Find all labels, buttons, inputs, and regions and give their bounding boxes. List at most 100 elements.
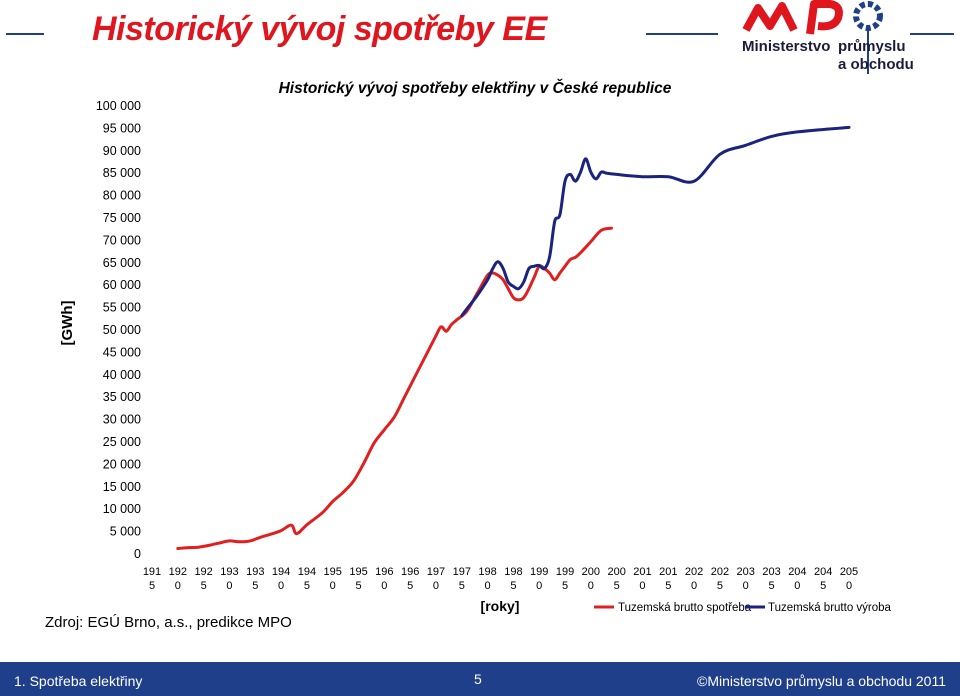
x-tick-label: 202 <box>711 566 729 578</box>
x-tick-label-digit: 0 <box>278 580 284 592</box>
legend: Tuzemská brutto spotřeba Tuzemská brutto… <box>594 602 892 614</box>
y-tick-label: 20 000 <box>103 457 141 471</box>
y-axis-label: [GWh] <box>59 301 76 346</box>
x-tick-label-digit: 5 <box>407 580 413 592</box>
x-tick-label: 193 <box>246 566 264 578</box>
logo-word-trade: a obchodu <box>838 56 914 73</box>
y-tick-label: 35 000 <box>103 390 141 404</box>
mpo-logo <box>742 0 883 74</box>
y-tick-label: 75 000 <box>103 211 141 225</box>
x-tick-label-digit: 0 <box>846 580 852 592</box>
x-tick-label-digit: 5 <box>201 580 207 592</box>
x-tick-label: 197 <box>453 566 471 578</box>
x-tick-label: 192 <box>169 566 187 578</box>
footer-bar: 1. Spotřeba elektřiny 5 ©Ministerstvo pr… <box>0 662 960 696</box>
y-tick-label: 55 000 <box>103 301 141 315</box>
x-tick-label-digit: 5 <box>459 580 465 592</box>
y-tick-label: 25 000 <box>103 435 141 449</box>
x-tick-label-digit: 5 <box>768 580 774 592</box>
x-tick-label: 191 <box>143 566 161 578</box>
header-rule-mid <box>646 33 718 35</box>
x-tick-label: 198 <box>504 566 522 578</box>
y-tick-label: 15 000 <box>103 480 141 494</box>
x-tick-label-digit: 0 <box>743 580 749 592</box>
x-tick-label: 199 <box>556 566 574 578</box>
x-axis-label: [roky] <box>481 598 520 614</box>
y-tick-label: 5 000 <box>110 525 141 539</box>
x-tick-label: 195 <box>324 566 342 578</box>
x-tick-label: 194 <box>272 566 290 578</box>
x-tick-label-digit: 5 <box>562 580 568 592</box>
x-tick-label-digit: 0 <box>226 580 232 592</box>
chart-title: Historický vývoj spotřeby elektřiny v Če… <box>279 79 672 97</box>
x-tick-label-digit: 0 <box>381 580 387 592</box>
y-tick-label: 80 000 <box>103 189 141 203</box>
y-tick-label: 95 000 <box>103 121 141 135</box>
x-tick-label-digit: 5 <box>820 580 826 592</box>
x-tick-label: 201 <box>659 566 677 578</box>
x-tick-label-digit: 0 <box>433 580 439 592</box>
footer-page-number: 5 <box>474 671 482 687</box>
y-tick-label: 90 000 <box>103 144 141 158</box>
x-tick-label: 194 <box>298 566 316 578</box>
logo-gear-icon <box>853 1 883 31</box>
x-tick-label-digit: 5 <box>149 580 155 592</box>
series-line-production <box>460 125 851 318</box>
x-tick-label-digit: 0 <box>588 580 594 592</box>
x-axis-ticks: 191 5 192 0 192 5 193 0 193 5 194 0 194 5 195 0 195 5 196 0… <box>143 566 858 592</box>
series-lines <box>176 125 851 550</box>
x-tick-label: 195 <box>349 566 367 578</box>
x-tick-label-digit: 5 <box>665 580 671 592</box>
x-tick-label: 200 <box>607 566 625 578</box>
x-tick-label: 203 <box>762 566 780 578</box>
header-rule-right <box>910 33 954 35</box>
y-tick-label: 40 000 <box>103 368 141 382</box>
series-line-consumption <box>176 226 613 550</box>
x-tick-label-digit: 0 <box>536 580 542 592</box>
x-tick-label: 204 <box>814 566 832 578</box>
legend-label-production: Tuzemská brutto výroba <box>768 602 892 614</box>
x-tick-label: 201 <box>633 566 651 578</box>
y-tick-label: 45 000 <box>103 345 141 359</box>
x-tick-label-digit: 0 <box>330 580 336 592</box>
logo-word-industry: průmyslu <box>838 38 906 55</box>
x-tick-label-digit: 5 <box>510 580 516 592</box>
y-tick-label: 10 000 <box>103 502 141 516</box>
x-tick-label: 199 <box>530 566 548 578</box>
y-tick-label: 70 000 <box>103 233 141 247</box>
logo-p-mark <box>806 0 843 35</box>
y-tick-label: 65 000 <box>103 256 141 270</box>
footer-section-label: 1. Spotřeba elektřiny <box>14 673 143 689</box>
y-axis-ticks: 0 5 000 10 000 15 000 20 000 25 000 30 000 35 0… <box>96 99 141 561</box>
logo-m-mark <box>742 2 798 32</box>
header-rule-left <box>6 33 44 35</box>
footer-copyright: ©Ministerstvo průmyslu a obchodu 2011 <box>697 673 946 689</box>
consumption-chart: Historický vývoj spotřeby elektřiny v Če… <box>59 79 892 614</box>
y-tick-label: 0 <box>134 547 141 561</box>
x-tick-label-digit: 5 <box>304 580 310 592</box>
x-tick-label-digit: 0 <box>639 580 645 592</box>
logo-word-ministry: Ministerstvo <box>742 38 831 55</box>
x-tick-label-digit: 5 <box>252 580 258 592</box>
x-tick-label: 200 <box>582 566 600 578</box>
y-tick-label: 50 000 <box>103 323 141 337</box>
x-tick-label: 198 <box>478 566 496 578</box>
legend-label-consumption: Tuzemská brutto spotřeba <box>618 602 752 614</box>
x-tick-label: 202 <box>685 566 703 578</box>
y-tick-label: 100 000 <box>96 99 141 113</box>
x-tick-label-digit: 5 <box>717 580 723 592</box>
x-tick-label-digit: 0 <box>485 580 491 592</box>
x-tick-label: 197 <box>427 566 445 578</box>
y-tick-label: 30 000 <box>103 413 141 427</box>
x-tick-label-digit: 0 <box>691 580 697 592</box>
x-tick-label: 205 <box>840 566 858 578</box>
x-tick-label-digit: 5 <box>614 580 620 592</box>
x-tick-label: 193 <box>220 566 238 578</box>
x-tick-label: 196 <box>401 566 419 578</box>
x-tick-label: 192 <box>194 566 212 578</box>
x-tick-label: 204 <box>788 566 806 578</box>
x-tick-label-digit: 0 <box>794 580 800 592</box>
y-tick-label: 60 000 <box>103 278 141 292</box>
x-tick-label: 203 <box>737 566 755 578</box>
x-tick-label-digit: 0 <box>175 580 181 592</box>
